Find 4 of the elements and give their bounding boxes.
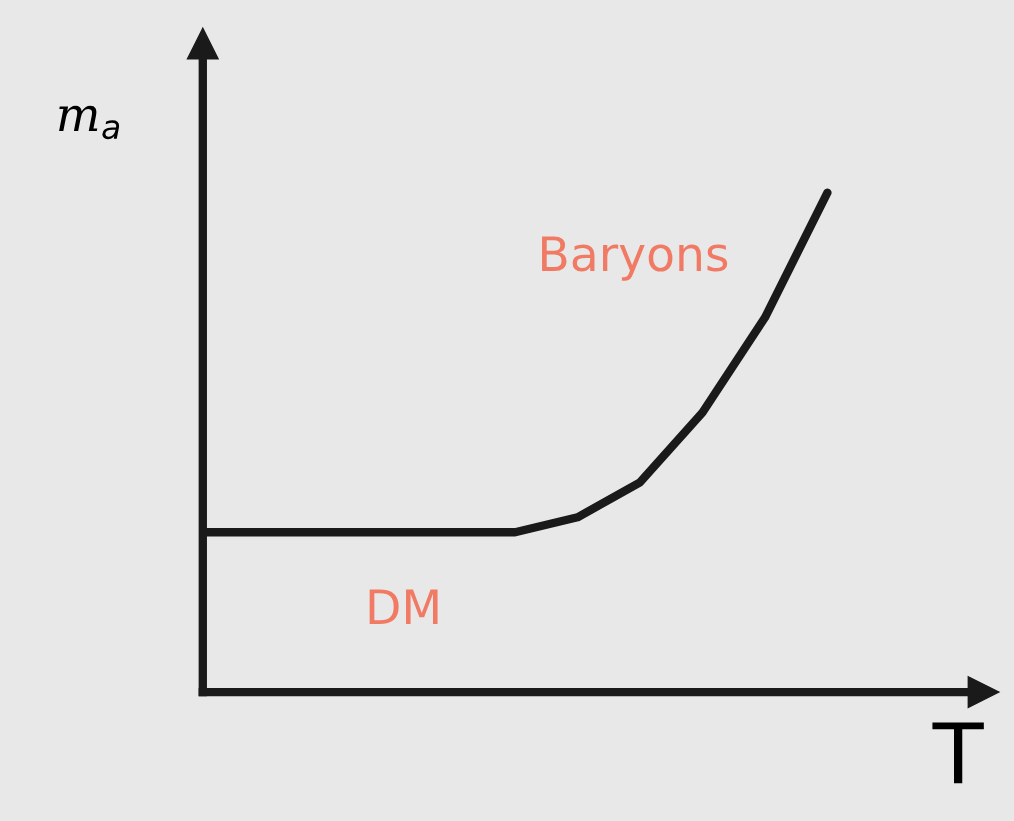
- x-axis-title: T: [932, 722, 984, 784]
- annotation: DM: [369, 589, 438, 624]
- y-axis-title: m$_{a}$: [59, 105, 120, 140]
- annotation: Baryons: [542, 236, 728, 281]
